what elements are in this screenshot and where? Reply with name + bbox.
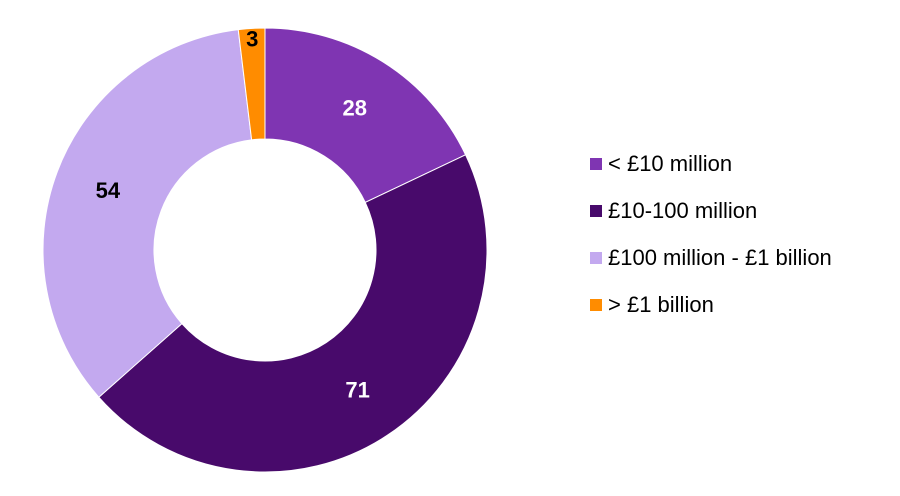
data-label-2: 54 — [96, 178, 121, 203]
data-label-3: 3 — [246, 26, 258, 51]
legend-label: > £1 billion — [608, 291, 714, 317]
donut-slice-1 — [98, 154, 488, 473]
legend-swatch — [590, 204, 602, 217]
legend-label: £10-100 million — [608, 197, 758, 223]
data-label-1: 71 — [345, 378, 369, 403]
donut-slice-0 — [264, 27, 467, 204]
legend-item-under-10-million: < £10 million — [590, 140, 895, 187]
legend-item-100-million-1-billion: £100 million - £1 billion — [590, 234, 895, 281]
legend-label: < £10 million — [608, 150, 733, 176]
data-labels-group: 28 71 54 3 — [96, 26, 370, 402]
legend-label: £100 million - £1 billion — [608, 244, 832, 270]
legend-item-over-1-billion: > £1 billion — [590, 281, 895, 328]
legend-swatch — [590, 298, 602, 311]
slices-group — [42, 27, 488, 473]
legend-swatch — [590, 157, 602, 170]
legend-item-10-100-million: £10-100 million — [590, 187, 895, 234]
data-label-0: 28 — [343, 96, 367, 121]
legend-swatch — [590, 251, 602, 264]
donut-slice-2 — [42, 29, 253, 398]
donut-slice-3 — [237, 27, 266, 141]
legend: < £10 million £10-100 million £100 milli… — [590, 140, 895, 328]
